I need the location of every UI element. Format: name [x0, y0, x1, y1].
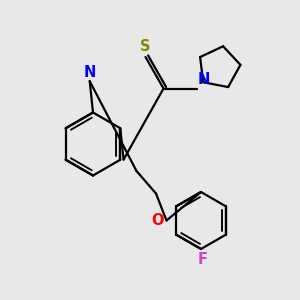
Text: N: N: [83, 65, 96, 80]
Text: N: N: [198, 72, 210, 87]
Text: O: O: [152, 213, 164, 228]
Text: F: F: [197, 252, 208, 267]
Text: S: S: [140, 39, 151, 54]
